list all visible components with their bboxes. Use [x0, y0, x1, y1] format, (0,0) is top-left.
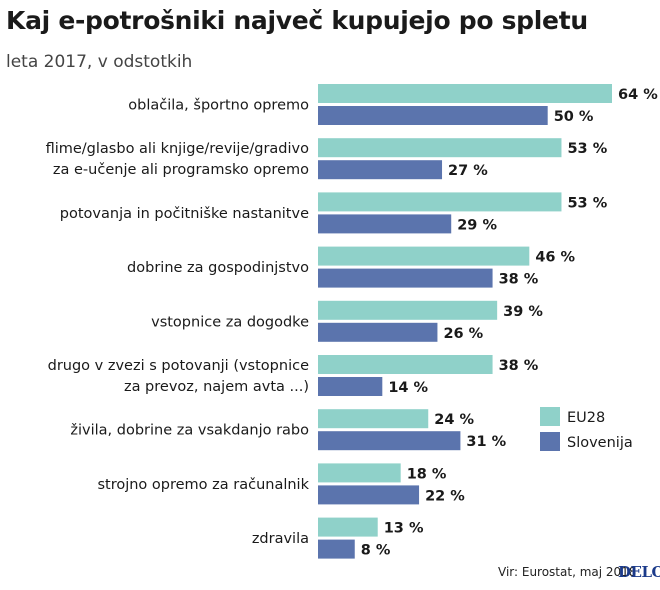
value-label-slovenija: 8 % — [361, 543, 391, 559]
category-label: živila, dobrine za vsakdanjo rabo — [70, 423, 309, 439]
bar-eu28 — [318, 246, 530, 266]
value-label-eu28: 38 % — [499, 358, 539, 374]
category-label: dobrine za gospodinjstvo — [127, 260, 309, 276]
bar-slovenija — [318, 485, 420, 505]
bar-slovenija — [318, 431, 461, 451]
bar-slovenija — [318, 377, 383, 396]
value-label-slovenija: 26 % — [443, 326, 483, 342]
category-label: potovanja in počitniške nastanitve — [60, 206, 309, 222]
bar-slovenija — [318, 214, 452, 234]
value-label-eu28: 53 % — [567, 195, 607, 211]
value-label-slovenija: 22 % — [425, 488, 465, 504]
legend-label-slovenija: Slovenija — [567, 435, 633, 451]
bar-slovenija — [318, 106, 548, 125]
category-label: za prevoz, najem avta ...) — [124, 379, 309, 395]
value-label-slovenija: 27 % — [448, 163, 488, 179]
bar-slovenija — [318, 268, 493, 288]
bar-slovenija — [318, 322, 438, 342]
chart-title: Kaj e-potrošniki največ kupujejo po sple… — [6, 6, 588, 35]
legend-swatch-slovenija — [540, 432, 560, 451]
category-label: za e-učenje ali programsko opremo — [53, 162, 309, 178]
bar-eu28 — [318, 138, 562, 158]
bar-eu28 — [318, 409, 429, 429]
bar-eu28 — [318, 192, 562, 212]
value-label-eu28: 18 % — [407, 466, 447, 482]
bar-eu28 — [318, 463, 401, 483]
category-label: flime/glasbo ali knjige/revije/gradivo — [46, 141, 310, 157]
value-label-eu28: 24 % — [434, 412, 474, 428]
category-label: zdravila — [252, 531, 309, 547]
bar-slovenija — [318, 160, 443, 180]
category-label: oblačila, športno opremo — [128, 98, 309, 114]
bar-eu28 — [318, 300, 498, 320]
delo-logo: DELO — [618, 563, 660, 581]
value-label-slovenija: 29 % — [457, 217, 497, 233]
value-label-slovenija: 31 % — [466, 434, 506, 450]
value-label-eu28: 13 % — [384, 521, 424, 537]
category-label: vstopnice za dogodke — [151, 314, 309, 330]
value-label-slovenija: 50 % — [554, 109, 594, 125]
category-label: strojno opremo za računalnik — [97, 477, 309, 493]
legend-swatch-eu28 — [540, 407, 560, 426]
value-label-slovenija: 38 % — [499, 272, 539, 288]
bar-slovenija — [318, 539, 355, 559]
bar-eu28 — [318, 355, 493, 374]
value-label-eu28: 39 % — [503, 304, 543, 320]
legend-label-eu28: EU28 — [567, 410, 605, 426]
bar-eu28 — [318, 517, 378, 537]
category-label: drugo v zvezi s potovanji (vstopnice — [48, 358, 309, 374]
value-label-eu28: 46 % — [535, 250, 575, 266]
chart-subtitle: leta 2017, v odstotkih — [6, 52, 193, 72]
value-label-slovenija: 14 % — [388, 380, 428, 396]
value-label-eu28: 64 % — [618, 87, 658, 103]
bar-eu28 — [318, 84, 612, 103]
value-label-eu28: 53 % — [567, 141, 607, 157]
source-note: Vir: Eurostat, maj 2018 — [498, 565, 637, 579]
